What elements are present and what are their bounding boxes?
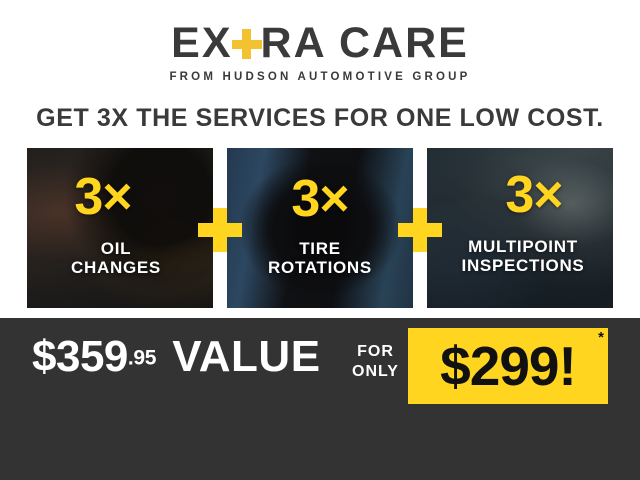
panel-label-oil-line2: CHANGES	[71, 257, 161, 277]
panel-scrim	[227, 148, 413, 308]
panel-label-tire-line1: TIRE	[299, 238, 341, 258]
logo-wordmark: EX RA CARE	[0, 19, 640, 67]
logo-text-part1: EX	[171, 19, 233, 67]
brand-logo: EX RA CARE FROM HUDSON AUTOMOTIVE GROUP	[0, 19, 640, 83]
value-amount: $359	[32, 332, 128, 381]
plus-icon	[231, 29, 262, 59]
asterisk-marker: *	[598, 329, 604, 346]
panel-label-oil: OIL CHANGES	[71, 239, 161, 277]
panel-label-tire-line2: ROTATIONS	[268, 257, 372, 277]
panel-scrim	[27, 148, 213, 308]
plus-icon	[198, 208, 242, 252]
multiplier-multipoint: 3×	[505, 166, 563, 225]
panel-scrim	[427, 148, 613, 308]
panel-label-multipoint-line1: MULTIPOINT	[468, 236, 578, 256]
tire-held-by-technician-photo	[227, 148, 413, 308]
for-only-line2: ONLY	[352, 363, 399, 380]
logo-tagline: FROM HUDSON AUTOMOTIVE GROUP	[169, 70, 471, 83]
plus-icon	[398, 208, 442, 252]
panel-label-tire: TIRE ROTATIONS	[268, 239, 372, 277]
service-panels: 3× OIL CHANGES 3× TIRE ROTATIONS 3× MULTIP…	[27, 148, 613, 308]
offer-price-chip: $299! *	[408, 328, 608, 404]
value-cents: .95	[127, 346, 157, 370]
multiplier-tire: 3×	[291, 170, 349, 229]
value-word: VALUE	[172, 332, 321, 381]
original-value: $359.95 VALUE	[32, 332, 321, 382]
multiplier-oil: 3×	[74, 168, 132, 227]
service-panel-multipoint-inspections: 3× MULTIPOINT INSPECTIONS	[427, 148, 613, 308]
panel-label-multipoint: MULTIPOINT INSPECTIONS	[462, 237, 585, 275]
logo-text-part2: RA CARE	[260, 19, 469, 67]
panel-label-oil-line1: OIL	[100, 238, 132, 258]
for-only-line1: FOR	[357, 343, 394, 360]
oil-pouring-photo	[27, 148, 213, 308]
diagnostic-laptop-photo	[427, 148, 613, 308]
panel-label-multipoint-line2: INSPECTIONS	[461, 255, 585, 275]
headline: GET 3X THE SERVICES FOR ONE LOW COST.	[36, 104, 604, 132]
service-panel-oil-changes: 3× OIL CHANGES	[27, 148, 213, 308]
service-panel-tire-rotations: 3× TIRE ROTATIONS	[227, 148, 413, 308]
for-only-label: FOR ONLY	[352, 342, 399, 382]
price-row: $359.95 VALUE FOR ONLY $299! *	[0, 326, 640, 404]
offer-price: $299!	[440, 334, 577, 397]
